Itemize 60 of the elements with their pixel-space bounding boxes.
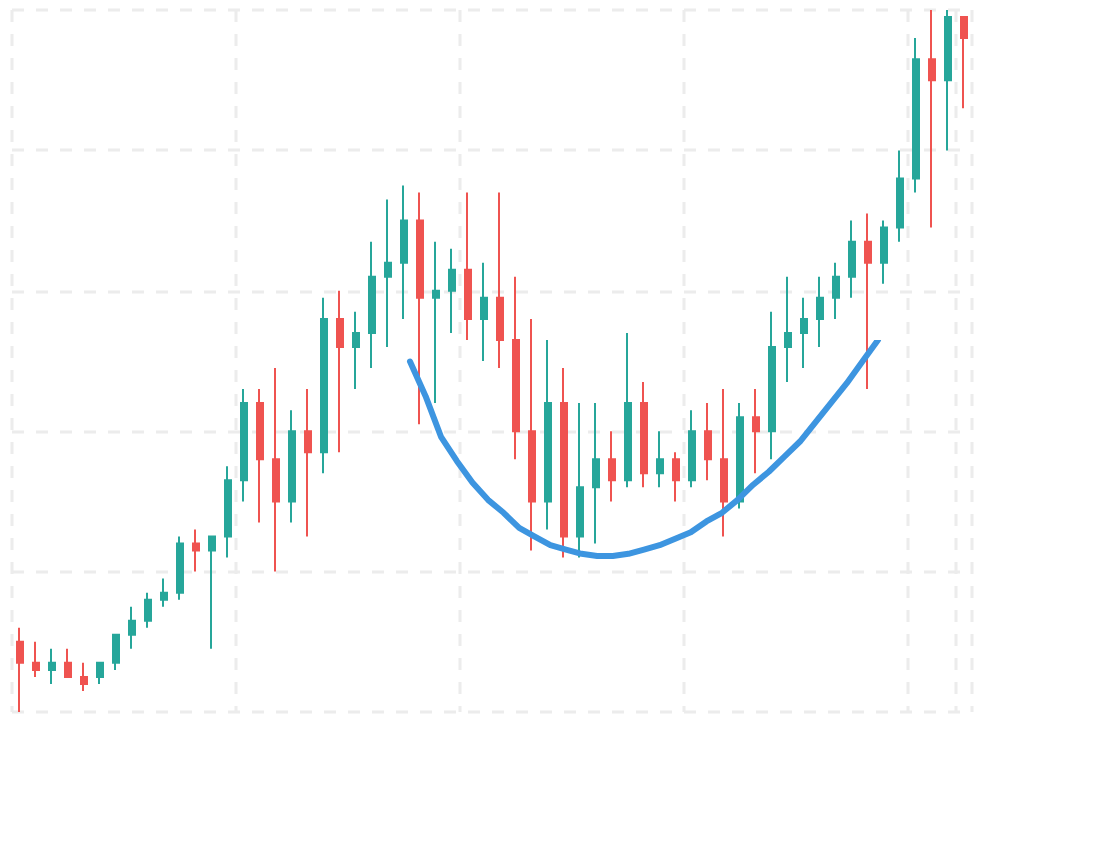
candlestick — [112, 633, 120, 671]
candlestick — [640, 381, 648, 489]
candlestick — [224, 465, 232, 559]
candlestick — [32, 640, 40, 678]
candlestick — [528, 317, 536, 552]
candlestick — [416, 191, 424, 426]
candlestick — [576, 402, 584, 559]
candlestick — [688, 409, 696, 489]
candlestick — [176, 535, 184, 601]
candlestick — [592, 402, 600, 545]
candlestick — [352, 310, 360, 391]
candlestick — [768, 310, 776, 461]
candlestick — [48, 647, 56, 685]
candlestick — [16, 626, 24, 713]
candlestick — [464, 191, 472, 341]
candlestick — [704, 402, 712, 482]
candlestick — [160, 577, 168, 608]
candlestick — [448, 247, 456, 334]
candlestick — [496, 191, 504, 370]
candlestick — [192, 528, 200, 573]
candlestick — [656, 430, 664, 489]
candlestick — [672, 451, 680, 503]
candlestick — [128, 605, 136, 650]
candlestick — [96, 661, 104, 685]
candlestick — [304, 388, 312, 538]
candlestick — [784, 275, 792, 384]
candlestick — [816, 275, 824, 348]
candlestick — [720, 388, 728, 538]
candlestick — [928, 9, 936, 229]
candlestick — [624, 331, 632, 489]
candlestick — [608, 430, 616, 503]
candlestick — [960, 16, 968, 110]
candlestick — [832, 261, 840, 320]
candlestick — [240, 388, 248, 503]
candlestick — [320, 296, 328, 475]
candlestick — [288, 409, 296, 524]
candlestick — [432, 240, 440, 405]
candlestick — [752, 388, 760, 475]
candlestick — [208, 535, 216, 650]
candlestick — [544, 338, 552, 531]
candlestick — [880, 219, 888, 285]
candlestick — [400, 184, 408, 320]
candlestick — [560, 367, 568, 559]
candlestick — [272, 367, 280, 573]
candlestick — [64, 647, 72, 678]
candlestick — [256, 388, 264, 524]
candlestick — [848, 219, 856, 299]
candlestick — [80, 661, 88, 692]
candlestick — [944, 9, 952, 152]
candlestick — [864, 212, 872, 391]
candlestick — [384, 198, 392, 348]
candlestick — [368, 240, 376, 370]
candlestick — [912, 37, 920, 194]
candlestick — [480, 261, 488, 362]
candlestick — [736, 402, 744, 510]
candlestick — [896, 149, 904, 243]
candlestick — [336, 289, 344, 454]
candlestick — [800, 296, 808, 370]
candlestick — [512, 275, 520, 461]
candlestick — [144, 591, 152, 629]
